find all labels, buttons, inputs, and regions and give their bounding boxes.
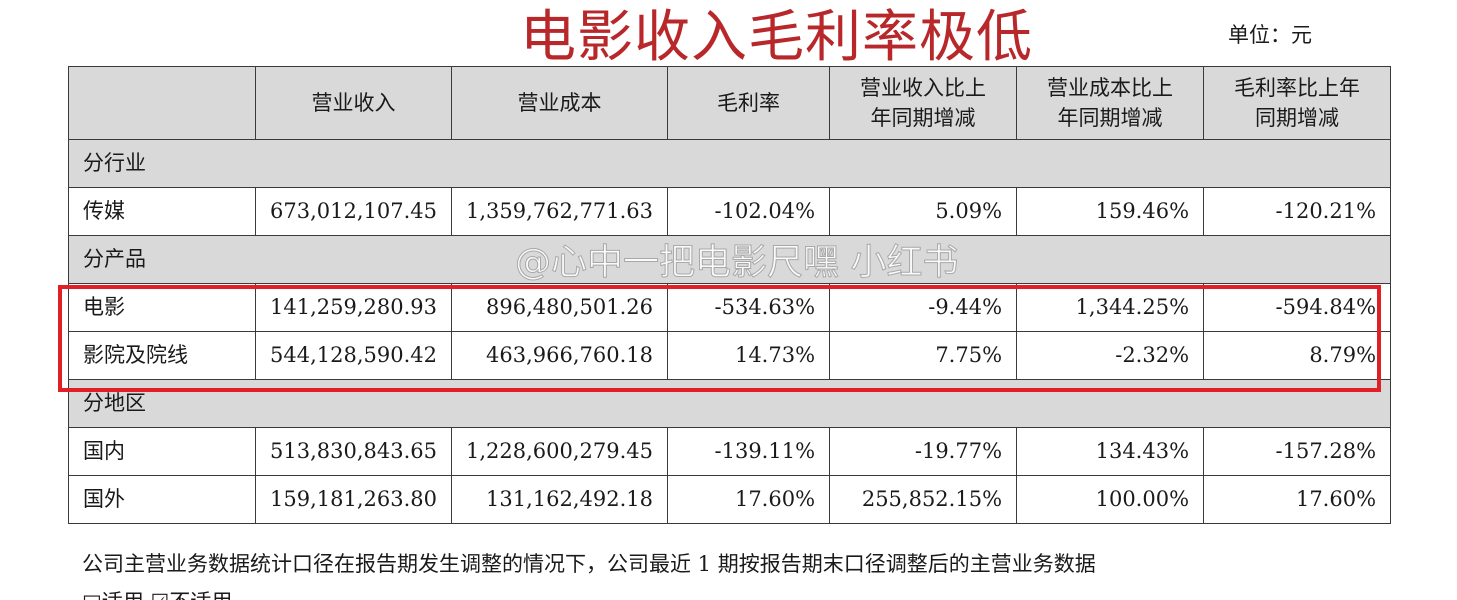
table-row: 电影 141,259,280.93 896,480,501.26 -534.63% -9… — [68, 283, 1392, 332]
column-header: 毛利率 — [667, 66, 831, 140]
financial-table: 营业收入 营业成本 毛利率 营业收入比上 年同期增减 营业成本比上 年同期增减 毛利率比上… — [67, 66, 1392, 524]
row-label: 国内 — [68, 427, 256, 476]
table-body: 分行业 传媒 673,012,107.45 1,359,762,771.63 -102.… — [67, 139, 1392, 524]
table-cell: 17.60% — [1203, 475, 1392, 524]
table-cell: 159,181,263.80 — [255, 475, 452, 524]
table-row: 国内 513,830,843.65 1,228,600,279.45 -139.11%… — [68, 427, 1392, 476]
table-cell: 1,228,600,279.45 — [450, 427, 669, 476]
column-header: 营业收入 — [255, 66, 452, 140]
table-cell: 100.00% — [1016, 475, 1205, 524]
table-cell: 255,852.15% — [829, 475, 1018, 524]
table-cell: 141,259,280.93 — [255, 283, 452, 332]
table-cell: 5.09% — [829, 187, 1018, 236]
table-cell: -139.11% — [667, 427, 831, 476]
column-header: 营业成本比上 年同期增减 — [1016, 66, 1205, 140]
section-label: 分行业 — [67, 139, 1392, 188]
row-label: 电影 — [68, 283, 256, 332]
table-cell: 8.79% — [1203, 331, 1392, 380]
table-cell: 544,128,590.42 — [255, 331, 452, 380]
table-cell: 159.46% — [1016, 187, 1205, 236]
table-header-row: 营业收入 营业成本 毛利率 营业收入比上 年同期增减 营业成本比上 年同期增减 毛利率比上… — [68, 66, 1392, 140]
section-row: 分产品 — [67, 235, 1392, 284]
section-row: 分地区 — [67, 379, 1392, 428]
table-cell: -9.44% — [829, 283, 1018, 332]
table-cell: 17.60% — [667, 475, 831, 524]
table-cell: -19.77% — [829, 427, 1018, 476]
footnote-options: □适用 ☑不适用 — [82, 586, 232, 600]
table-cell: 896,480,501.26 — [450, 283, 669, 332]
table-cell: -157.28% — [1203, 427, 1392, 476]
table-cell: 1,344.25% — [1016, 283, 1205, 332]
section-label: 分产品 — [67, 235, 1392, 284]
row-label: 传媒 — [68, 187, 256, 236]
column-header: 毛利率比上年 同期增减 — [1203, 66, 1392, 140]
section-row: 分行业 — [67, 139, 1392, 188]
table-cell: 463,966,760.18 — [450, 331, 669, 380]
table-cell: -594.84% — [1203, 283, 1392, 332]
table-cell: 131,162,492.18 — [450, 475, 669, 524]
table-row: 传媒 673,012,107.45 1,359,762,771.63 -102.04%… — [68, 187, 1392, 236]
table-row: 影院及院线 544,128,590.42 463,966,760.18 14.73% 7… — [68, 331, 1392, 380]
table-cell: 7.75% — [829, 331, 1018, 380]
table-cell: 673,012,107.45 — [255, 187, 452, 236]
table-cell: -2.32% — [1016, 331, 1205, 380]
table-cell: 134.43% — [1016, 427, 1205, 476]
table-cell: 14.73% — [667, 331, 831, 380]
row-label: 国外 — [68, 475, 256, 524]
table-cell: 513,830,843.65 — [255, 427, 452, 476]
table-cell: 1,359,762,771.63 — [450, 187, 669, 236]
headline: 电影收入毛利率极低 — [520, 5, 1033, 70]
row-label: 影院及院线 — [68, 331, 256, 380]
table-cell: -120.21% — [1203, 187, 1392, 236]
section-label: 分地区 — [67, 379, 1392, 428]
table-cell: -102.04% — [667, 187, 831, 236]
column-header — [68, 66, 256, 140]
unit-label: 单位：元 — [1228, 23, 1312, 47]
table-row: 国外 159,181,263.80 131,162,492.18 17.60% 255,… — [68, 475, 1392, 524]
table-cell: -534.63% — [667, 283, 831, 332]
footnote: 公司主营业务数据统计口径在报告期发生调整的情况下，公司最近 1 期按报告期末口径… — [82, 552, 1096, 576]
column-header: 营业收入比上 年同期增减 — [829, 66, 1018, 140]
column-header: 营业成本 — [450, 66, 669, 140]
